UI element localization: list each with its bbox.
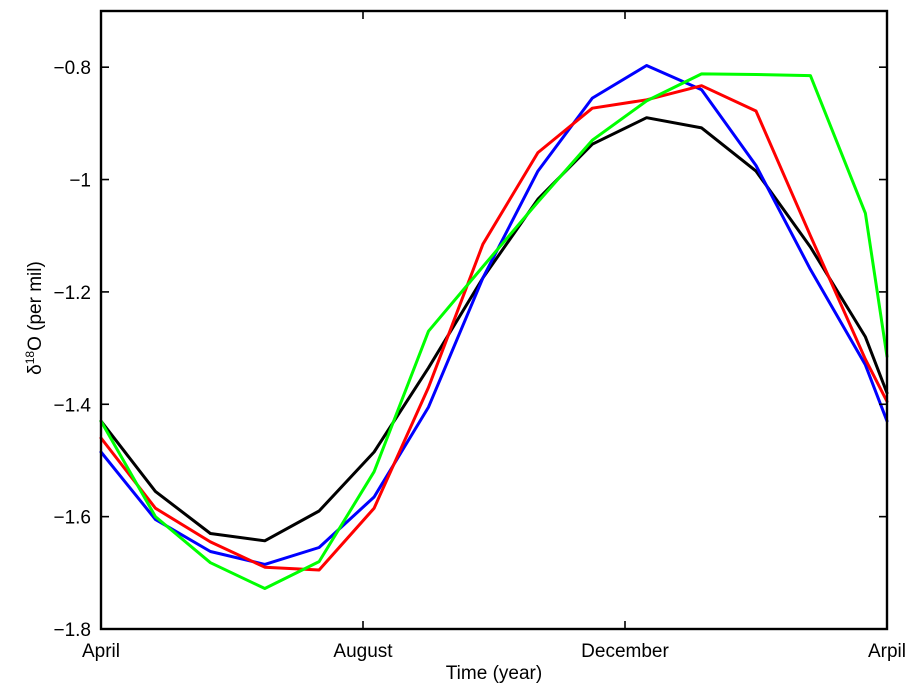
- series-layer: [99, 64, 889, 590]
- tick-label-layer: −1.8 −1.6 −1.4 −1.2 −1 −0.8 April August Decembe…: [53, 58, 906, 662]
- y-tick-label: −1.8: [53, 620, 91, 641]
- x-tick-label: December: [581, 641, 669, 662]
- y-tick-label: −1.2: [53, 283, 91, 304]
- y-axis-label-symbol: δ: [25, 364, 46, 375]
- plot-frame: [99, 9, 889, 631]
- series-line-2: [99, 64, 889, 566]
- x-tick-label: August: [333, 641, 393, 662]
- x-tick-label: April: [82, 641, 120, 662]
- y-tick-label: −0.8: [53, 58, 91, 79]
- x-axis-label: Time (year): [446, 663, 542, 684]
- series-line-1: [99, 116, 889, 543]
- y-tick-label: −1.4: [53, 395, 91, 416]
- y-axis-label-superscript: 18: [23, 351, 37, 365]
- y-axis-label-text: O (per mil): [25, 261, 46, 351]
- y-tick-label: −1.6: [53, 508, 91, 529]
- series-line-4: [99, 72, 889, 590]
- series-line-3: [99, 84, 889, 572]
- tick-layer: [100, 11, 888, 630]
- x-tick-label: Arpil: [868, 641, 906, 662]
- y-tick-label: −1: [69, 171, 91, 192]
- y-axis-label: δ18O (per mil): [23, 261, 46, 375]
